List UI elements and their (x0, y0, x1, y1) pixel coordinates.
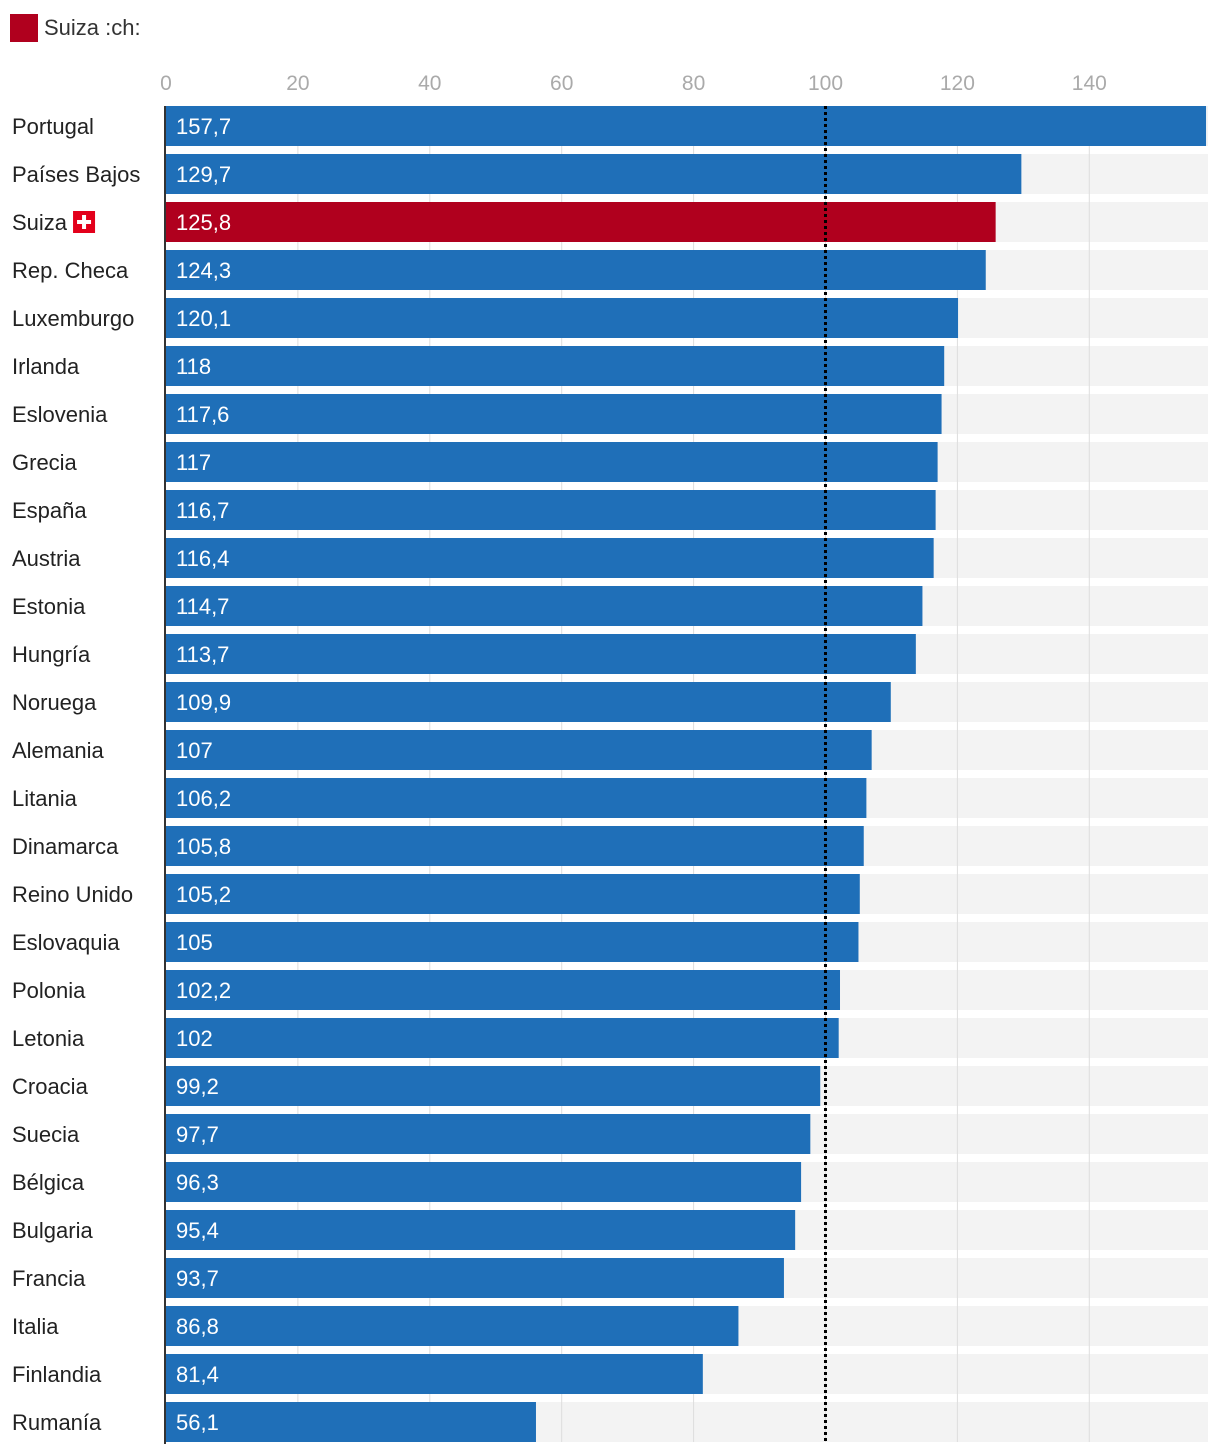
category-label: Estonia (12, 594, 86, 619)
value-label: 157,7 (176, 114, 231, 139)
category-label: Litania (12, 786, 78, 811)
value-label: 102,2 (176, 978, 231, 1003)
value-label: 105,2 (176, 882, 231, 907)
category-label: Letonia (12, 1026, 85, 1051)
bar (166, 154, 1022, 194)
bar (166, 922, 859, 962)
bar (166, 778, 867, 818)
value-label: 120,1 (176, 306, 231, 331)
value-label: 114,7 (176, 594, 229, 619)
category-label: Croacia (12, 1074, 89, 1099)
category-label: Eslovenia (12, 402, 108, 427)
value-label: 93,7 (176, 1266, 219, 1291)
category-label: Francia (12, 1266, 86, 1291)
swiss-flag-icon (73, 211, 96, 233)
bar (166, 298, 959, 338)
legend-swatch (10, 14, 38, 42)
value-label: 96,3 (176, 1170, 219, 1195)
bar (166, 874, 860, 914)
category-label: Países Bajos (12, 162, 140, 187)
value-label: 105,8 (176, 834, 231, 859)
category-label: Rumanía (12, 1410, 102, 1435)
value-label: 117 (176, 450, 211, 475)
value-label: 118 (176, 354, 211, 379)
bar (166, 490, 936, 530)
value-label: 116,4 (176, 546, 229, 571)
x-tick-label: 40 (418, 72, 441, 95)
bar (166, 106, 1207, 146)
category-label: España (12, 498, 87, 523)
bar (166, 1114, 811, 1154)
x-tick-label: 100 (808, 72, 843, 95)
x-tick-label: 120 (940, 72, 975, 95)
bar (166, 346, 945, 386)
bar (166, 202, 996, 242)
bar (166, 394, 942, 434)
bar (166, 682, 891, 722)
bar (166, 1258, 784, 1298)
bar (166, 1306, 739, 1346)
x-tick-label: 60 (550, 72, 573, 95)
bar (166, 1402, 536, 1442)
value-label: 56,1 (176, 1410, 219, 1435)
x-tick-label: 80 (682, 72, 705, 95)
legend-label: Suiza :ch: (44, 15, 141, 40)
category-label: Luxemburgo (12, 306, 134, 331)
category-label: Bélgica (12, 1170, 85, 1195)
category-label: Portugal (12, 114, 94, 139)
x-tick-label: 140 (1072, 72, 1107, 95)
bar (166, 1210, 796, 1250)
category-label: Polonia (12, 978, 86, 1003)
bar (166, 1018, 839, 1058)
category-label: Eslovaquia (12, 930, 120, 955)
bar (166, 730, 872, 770)
category-label: Reino Unido (12, 882, 133, 907)
category-label: Suiza (12, 210, 68, 235)
category-label: Rep. Checa (12, 258, 129, 283)
bar (166, 970, 841, 1010)
value-label: 113,7 (176, 642, 229, 667)
category-label: Finlandia (12, 1362, 102, 1387)
bar (166, 1162, 802, 1202)
value-label: 125,8 (176, 210, 231, 235)
category-label: Noruega (12, 690, 97, 715)
x-tick-label: 20 (286, 72, 309, 95)
value-label: 102 (176, 1026, 213, 1051)
value-label: 116,7 (176, 498, 229, 523)
category-label: Suecia (12, 1122, 80, 1147)
x-tick-label: 0 (160, 72, 172, 95)
value-label: 99,2 (176, 1074, 219, 1099)
value-label: 106,2 (176, 786, 231, 811)
bar (166, 250, 986, 290)
category-label: Alemania (12, 738, 104, 763)
bar (166, 538, 934, 578)
value-label: 107 (176, 738, 213, 763)
value-label: 86,8 (176, 1314, 219, 1339)
bar (166, 1354, 703, 1394)
category-label: Bulgaria (12, 1218, 93, 1243)
category-label: Italia (12, 1314, 59, 1339)
bar (166, 1066, 821, 1106)
bar (166, 634, 916, 674)
value-label: 97,7 (176, 1122, 219, 1147)
legend: Suiza :ch: (10, 14, 141, 42)
bar (166, 826, 864, 866)
value-label: 117,6 (176, 402, 229, 427)
bar (166, 442, 938, 482)
value-label: 105 (176, 930, 213, 955)
category-label: Dinamarca (12, 834, 119, 859)
bar (166, 586, 923, 626)
value-label: 109,9 (176, 690, 231, 715)
value-label: 124,3 (176, 258, 231, 283)
category-label: Hungría (12, 642, 91, 667)
value-label: 95,4 (176, 1218, 219, 1243)
value-label: 129,7 (176, 162, 231, 187)
category-label: Irlanda (12, 354, 80, 379)
category-label: Grecia (12, 450, 78, 475)
value-label: 81,4 (176, 1362, 219, 1387)
category-label: Austria (12, 546, 81, 571)
